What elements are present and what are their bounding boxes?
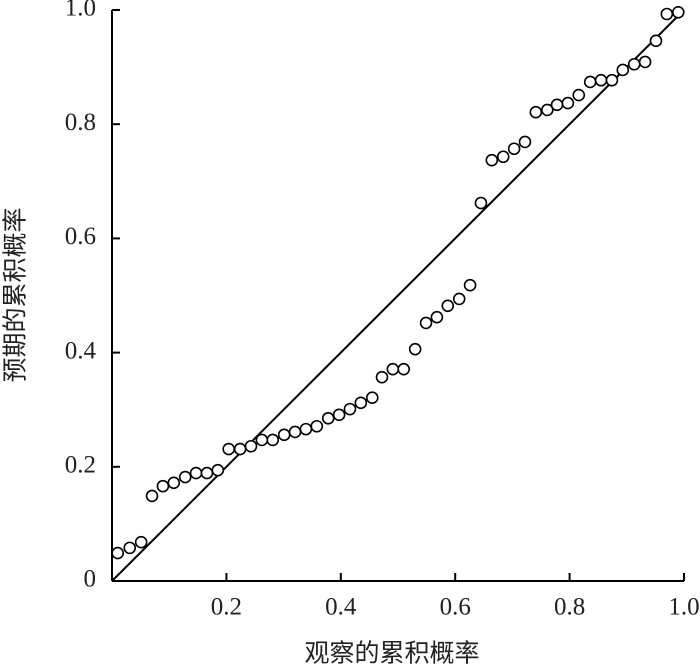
x-axis-label: 观察的累积概率 <box>304 640 479 668</box>
point <box>134 535 148 549</box>
point <box>583 75 597 89</box>
point <box>638 55 652 69</box>
point <box>200 466 214 480</box>
point <box>529 105 543 119</box>
point <box>321 411 335 425</box>
y-axis-label: 预期的累积概率 <box>2 207 30 382</box>
point <box>156 479 170 493</box>
point <box>222 442 235 456</box>
point <box>332 408 346 422</box>
x-tick-label: 1.0 <box>668 594 699 621</box>
point <box>354 396 368 410</box>
point <box>266 433 280 447</box>
x-tick-label: 0.4 <box>325 594 357 621</box>
point <box>507 142 521 156</box>
y-tick-label: 1.0 <box>65 0 96 22</box>
point <box>111 546 125 560</box>
point <box>649 34 663 48</box>
x-tick-label: 0.2 <box>211 594 242 621</box>
point <box>627 57 641 71</box>
point <box>167 476 181 490</box>
point <box>518 135 532 149</box>
y-tick-label: 0 <box>84 566 97 593</box>
point <box>178 470 192 484</box>
point <box>441 299 455 313</box>
point <box>430 310 444 324</box>
y-tick-label: 0.4 <box>65 337 97 364</box>
point <box>605 73 619 87</box>
point <box>277 428 291 442</box>
point <box>540 103 554 117</box>
y-tick-label: 0.2 <box>65 452 96 479</box>
point <box>211 463 225 477</box>
point <box>616 63 630 77</box>
point <box>299 422 313 436</box>
point <box>408 342 422 356</box>
point <box>561 96 575 110</box>
point <box>386 362 400 376</box>
point <box>244 439 258 453</box>
point <box>485 153 499 167</box>
x-tick-label: 0.8 <box>554 594 585 621</box>
x-tick-label: 0.6 <box>440 594 471 621</box>
point <box>550 98 564 112</box>
point <box>255 433 269 447</box>
point <box>671 5 685 19</box>
point <box>123 541 137 555</box>
y-tick-label: 0.6 <box>65 223 96 250</box>
point <box>594 73 608 87</box>
point <box>660 7 674 21</box>
point <box>463 278 477 292</box>
point <box>474 196 488 210</box>
point <box>233 442 247 456</box>
y-tick-label: 0.8 <box>65 109 96 136</box>
point <box>572 88 586 102</box>
point <box>189 466 203 480</box>
point <box>375 370 389 384</box>
point <box>365 391 379 405</box>
point <box>310 419 324 433</box>
point <box>288 425 302 439</box>
reference-line <box>111 9 685 582</box>
point <box>343 402 357 416</box>
point <box>496 150 510 164</box>
point <box>452 292 466 306</box>
point <box>419 316 433 330</box>
point <box>397 362 411 376</box>
point <box>145 489 159 503</box>
